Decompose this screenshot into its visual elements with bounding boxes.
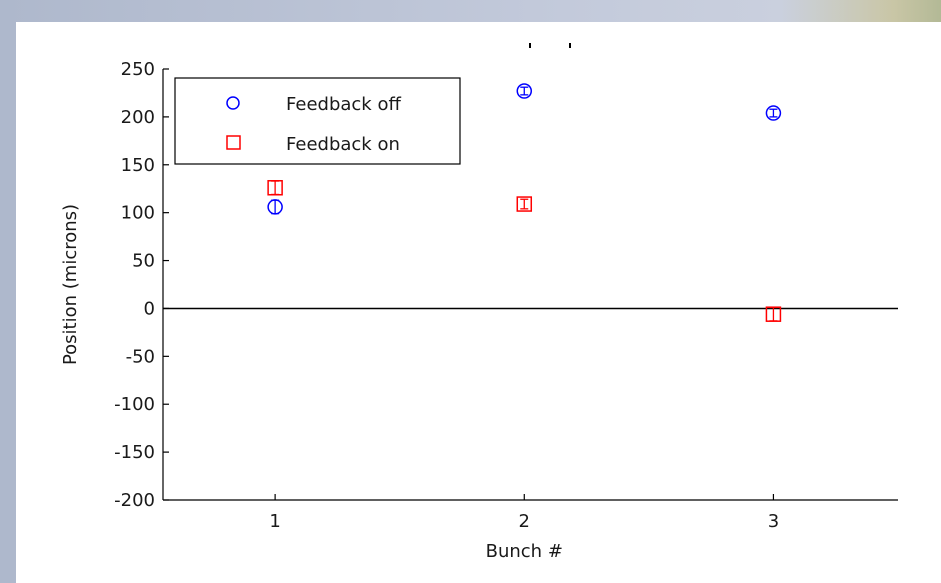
x-axis-label: Bunch # [486,541,563,562]
y-tick-label: 150 [121,155,155,176]
legend-label-feedback-off: Feedback off [286,94,401,115]
y-tick-label: 0 [144,298,155,319]
figure-panel [16,22,941,583]
y-tick-label: -200 [114,490,155,511]
background-decoration [781,0,941,22]
data-marks [267,83,782,322]
y-tick-label: -50 [126,346,155,367]
y-tick-label: 200 [121,107,155,128]
point-feedback-off [267,199,283,215]
y-tick-label: 250 [121,59,155,80]
legend-box [174,77,461,165]
y-tick-label: -150 [114,442,155,463]
x-tick-label: 2 [519,511,530,532]
point-feedback-on [516,196,533,212]
point-feedback-off [516,83,533,99]
legend-label-feedback-on: Feedback on [286,134,400,155]
y-axis-label: Position (microns) [60,204,81,365]
legend: Feedback off Feedback on [174,77,461,165]
point-feedback-on [765,306,782,322]
axes-group: -200 -150 -100 -50 0 50 100 150 200 250 1 2 3 [114,59,898,532]
point-feedback-off [765,105,782,121]
point-feedback-on [267,180,283,196]
x-tick-label: 1 [269,511,280,532]
legend-marker-square [226,135,241,150]
y-tick-label: 50 [132,251,155,272]
y-tick-label: -100 [114,394,155,415]
y-tick-label: 100 [121,203,155,224]
x-tick-label: 3 [768,511,779,532]
legend-marker-circle [226,96,240,110]
